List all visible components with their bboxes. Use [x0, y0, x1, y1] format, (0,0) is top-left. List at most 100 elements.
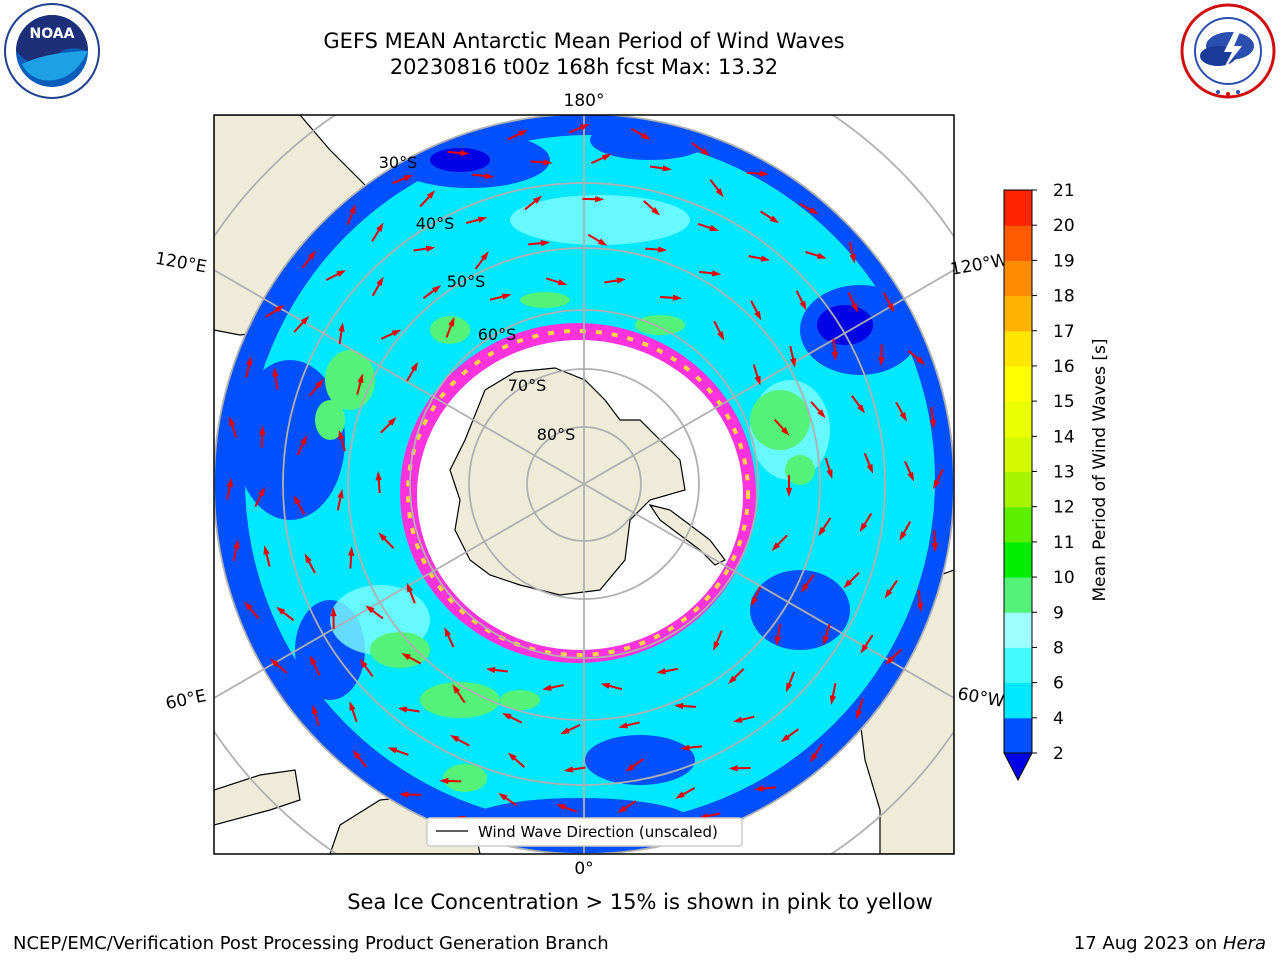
lat-label-80s: 80°S — [537, 425, 576, 444]
wind-arrow-head — [557, 279, 568, 286]
deep-low-patches — [430, 148, 873, 345]
colorbar-bin — [1004, 401, 1032, 437]
wind-arrow-head — [680, 744, 690, 751]
wind-arrow-head — [410, 361, 418, 372]
map-legend: Wind Wave Direction (unscaled) — [426, 817, 743, 847]
lat-label-50s: 50°S — [447, 272, 486, 291]
wind-arrow-head — [809, 207, 819, 215]
colorbar-tick-label: 16 — [1053, 357, 1075, 377]
lat-label-60s: 60°S — [478, 325, 517, 344]
wind-arrow-head — [300, 435, 307, 445]
wind-arrow-head — [651, 207, 661, 216]
wind-arrow-head — [931, 543, 938, 553]
wind-arrow-head — [484, 172, 495, 180]
wind-arrow-head — [426, 190, 436, 200]
footer-date-text: 17 Aug 2023 on — [1073, 933, 1223, 954]
wind-arrow-head — [887, 302, 895, 313]
wind-arrow-head — [657, 246, 668, 253]
wind-arrow-head — [387, 747, 398, 754]
sea-ice-yellow — [406, 329, 750, 657]
colorbar-tick-label: 11 — [1053, 533, 1075, 553]
colorbar-tick-label: 4 — [1053, 709, 1064, 729]
nws-logo — [1180, 3, 1276, 99]
wind-arrow-head — [431, 285, 442, 294]
wind-arrow-head — [855, 709, 862, 720]
colorbar-tick-label: 10 — [1053, 568, 1075, 588]
wind-arrow-head — [502, 713, 512, 720]
wind-arrow-head — [263, 545, 270, 555]
wind-arrow-head — [387, 417, 397, 426]
lon-label-120w: 120°W — [949, 250, 1010, 280]
wind-arrow-head — [878, 357, 885, 367]
colorbar-tick-label: 19 — [1053, 251, 1075, 271]
wind-arrow-head — [259, 425, 266, 435]
wind-arrow-head — [860, 644, 869, 654]
wind-arrow-head — [884, 589, 893, 599]
wind-arrow-head — [375, 471, 382, 481]
wind-arrow-head — [601, 153, 612, 161]
wind-arrow-head — [625, 763, 635, 772]
wind-arrow-head — [359, 658, 368, 668]
wind-arrow-head — [448, 316, 455, 327]
wind-arrow-head — [899, 412, 907, 422]
wind-arrow-head — [300, 315, 310, 325]
wind-arrow-head — [866, 463, 874, 474]
wind-arrow-head — [759, 170, 769, 177]
colorbar-bin — [1004, 295, 1032, 332]
wind-arrow-head — [518, 129, 528, 137]
wind-arrow-head — [899, 531, 907, 541]
wind-arrow-head — [732, 716, 743, 723]
lon-label-60w: 60°W — [956, 684, 1006, 712]
wind-arrow-head — [907, 471, 914, 482]
colorbar-tick-label: 15 — [1053, 392, 1075, 412]
colorbar-bin — [1004, 612, 1032, 648]
wind-arrow-head — [338, 430, 345, 440]
noaa-logo: NOAA — [4, 3, 100, 99]
wind-arrow-head — [276, 606, 286, 615]
footer-date: 17 Aug 2023 on Hera — [1074, 933, 1266, 954]
wind-arrow-head — [656, 668, 666, 675]
wind-arrow-head — [817, 409, 826, 419]
colorbar-label: Mean Period of Wind Waves [s] — [1090, 338, 1110, 601]
wind-arrow-head — [817, 252, 827, 259]
colorbar-bin — [1004, 190, 1032, 226]
wind-arrow-head — [365, 605, 375, 614]
wind-arrow-head — [399, 791, 409, 798]
map-border — [213, 114, 955, 855]
wind-arrow-head — [674, 702, 684, 710]
wind-arrow-head — [391, 329, 402, 337]
colorbar-tick-label: 18 — [1053, 287, 1075, 307]
graticule — [214, 115, 954, 854]
wind-arrow-head — [597, 238, 608, 246]
wind-arrow-head — [859, 522, 868, 533]
colorbar-bin — [1004, 225, 1032, 261]
wind-arrow-head — [917, 602, 924, 613]
wind-arrow-head — [662, 165, 672, 172]
wind-arrow-head — [397, 706, 408, 713]
wind-arrow-head — [293, 495, 301, 505]
wind-arrow-head — [700, 148, 710, 156]
wind-arrow-head — [754, 785, 764, 792]
lon-label-120e: 120°E — [154, 249, 208, 278]
wind-arrow-head — [226, 477, 233, 488]
wind-arrow-head — [477, 216, 488, 223]
wind-arrow-head — [711, 270, 722, 277]
wind-arrow-head — [533, 195, 543, 204]
wind-arrow-head — [312, 704, 319, 715]
wind-arrow-head — [831, 351, 838, 361]
wind-arrow-head — [338, 322, 345, 332]
wind-arrow-head — [769, 215, 780, 224]
wind-arrow-head — [618, 722, 628, 729]
wind-arrow-head — [916, 356, 926, 365]
wind-arrow-head — [540, 240, 551, 247]
colorbar: 21 20 19 18 17 16 15 14 13 12 11 10 9 8 6 4 2 — [1003, 181, 1075, 782]
wind-arrow-head — [809, 753, 818, 763]
wind-arrow-head — [376, 222, 384, 232]
wind-arrow-head — [818, 526, 826, 537]
wind-arrow-head — [401, 653, 411, 661]
wind-arrow-head — [543, 159, 553, 166]
wind-arrow-head — [444, 627, 451, 637]
wind-arrow-head — [349, 204, 356, 214]
colorbar-tick-label: 14 — [1053, 427, 1075, 447]
